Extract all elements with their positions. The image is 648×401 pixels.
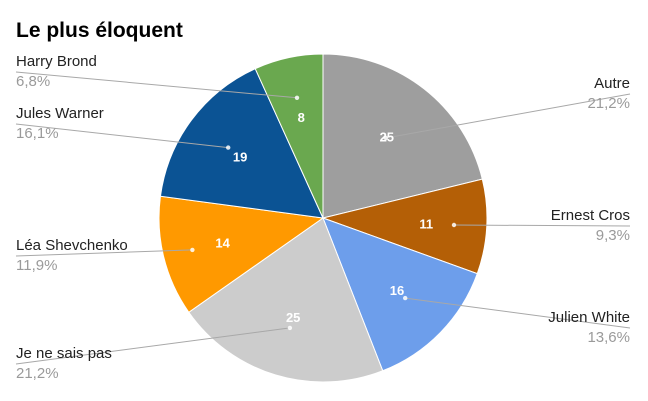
label-lea-shevchenko: Léa Shevchenko: [16, 237, 128, 254]
slice-autre: [322, 53, 483, 219]
slice-ernest-cros: [321, 178, 488, 275]
slice-je-ne-sais-pas: [188, 217, 384, 383]
leader-line-ernest-cros: [453, 224, 631, 227]
leader-line-harry-brond: [15, 71, 298, 99]
leader-lines: [15, 71, 631, 365]
leader-line-lea-shevchenko: [15, 249, 193, 257]
leader-line-jules-warner: [15, 123, 229, 149]
leader-dot-julien-white: [403, 295, 408, 301]
slice-harry-brond: [254, 53, 324, 219]
label-harry-brond: Harry Brond: [16, 53, 97, 70]
percent-jules-warner: 16,1%: [16, 125, 59, 142]
slice-labels: 25 Autre 21,2% 11 Ernest Cros 9,3% 16 Julien Wh…: [16, 53, 630, 382]
percent-ernest-cros: 9,3%: [596, 227, 630, 244]
label-julien-white: Julien White: [548, 309, 630, 326]
label-ernest-cros: Ernest Cros: [551, 207, 630, 224]
leader-dot-autre: [383, 135, 388, 141]
percent-je-ne-sais-pas: 21,2%: [16, 365, 59, 382]
leader-dot-lea-shevchenko: [190, 247, 195, 253]
leader-line-julien-white: [405, 297, 631, 329]
leader-line-je-ne-sais-pas: [15, 327, 290, 365]
label-jules-warner: Jules Warner: [16, 105, 104, 122]
slice-value-autre: 25: [380, 130, 394, 145]
chart-title: Le plus éloquent: [16, 19, 183, 42]
label-autre: Autre: [594, 75, 630, 92]
percent-lea-shevchenko: 11,9%: [16, 257, 57, 274]
leader-dot-jules-warner: [226, 145, 231, 150]
slice-value-je-ne-sais-pas: 25: [286, 310, 300, 325]
slice-value-lea-shevchenko: 14: [215, 236, 230, 251]
slice-value-julien-white: 16: [390, 283, 404, 298]
label-je-ne-sais-pas: Je ne sais pas: [16, 345, 112, 362]
pie-slices: [158, 53, 488, 383]
slice-value-harry-brond: 8: [298, 110, 305, 125]
leader-line-autre: [385, 93, 631, 139]
leader-dot-je-ne-sais-pas: [287, 325, 293, 331]
slice-julien-white: [322, 217, 478, 372]
percent-autre: 21,2%: [587, 95, 630, 112]
percent-julien-white: 13,6%: [587, 329, 630, 346]
percent-harry-brond: 6,8%: [16, 73, 50, 90]
slice-jules-warner: [159, 67, 324, 219]
slice-lea-shevchenko: [158, 195, 325, 313]
leader-dot-harry-brond: [294, 95, 300, 101]
slice-value-jules-warner: 19: [233, 149, 247, 164]
leader-dot-ernest-cros: [451, 222, 457, 228]
slice-value-ernest-cros: 11: [419, 217, 433, 232]
